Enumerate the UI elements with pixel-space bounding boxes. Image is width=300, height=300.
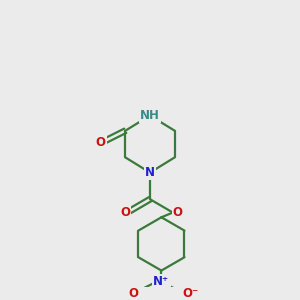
Text: O: O (120, 206, 130, 219)
Text: O: O (172, 206, 183, 219)
Text: O: O (95, 136, 106, 149)
Text: N⁺: N⁺ (153, 275, 170, 289)
Text: O⁻: O⁻ (183, 287, 199, 300)
Text: NH: NH (140, 109, 160, 122)
Text: N: N (145, 166, 155, 179)
Text: O: O (129, 287, 139, 300)
